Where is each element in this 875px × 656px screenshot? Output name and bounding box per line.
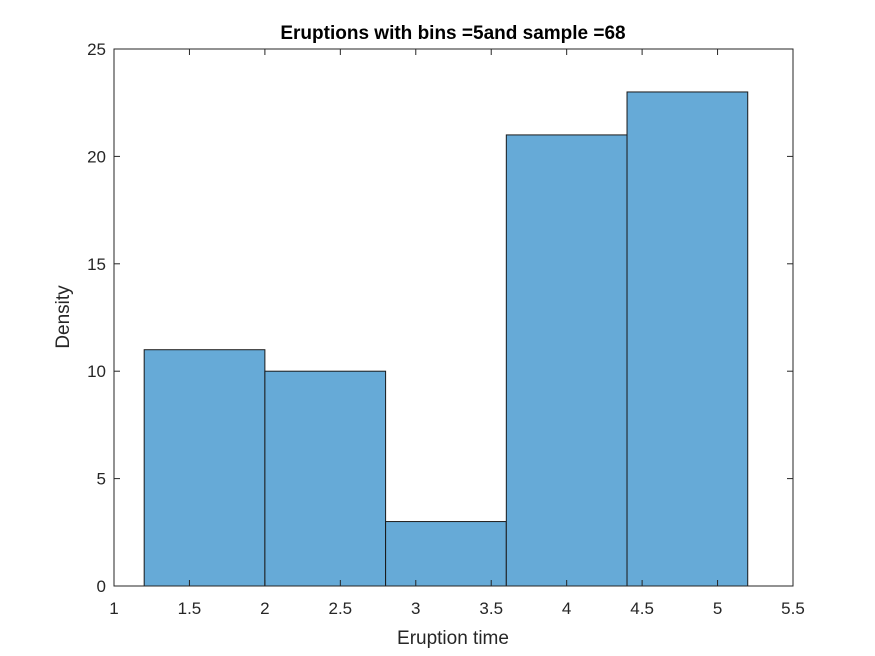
- y-tick-label: 5: [97, 470, 106, 489]
- x-tick-label: 5: [713, 599, 722, 618]
- x-tick-label: 3.5: [479, 599, 503, 618]
- y-tick-label: 25: [87, 40, 106, 59]
- ticks-group: 1 1.5 2 2.5 3 3.5 4 4.5 5 5.5 0 5 10 15 20 25: [87, 40, 805, 618]
- x-axis-label: Eruption time: [397, 628, 509, 649]
- x-tick-label: 2.5: [329, 599, 353, 618]
- histogram-bar: [626, 91, 749, 587]
- x-tick-label: 2: [260, 599, 269, 618]
- y-tick-label: 10: [87, 362, 106, 381]
- x-tick-label: 4: [562, 599, 571, 618]
- x-tick-label: 1: [109, 599, 118, 618]
- y-tick-label: 20: [87, 147, 106, 166]
- y-tick-label: 0: [97, 577, 106, 596]
- plot-area-frame: [113, 48, 794, 587]
- histogram-bar: [385, 521, 507, 587]
- y-axis-label: Density: [53, 285, 74, 349]
- chart-title: Eruptions with bins =5and sample =68: [280, 23, 625, 44]
- x-tick-label: 5.5: [781, 599, 805, 618]
- x-tick-label: 3: [411, 599, 420, 618]
- y-tick-label: 15: [87, 255, 106, 274]
- bars-group: [143, 91, 749, 587]
- histogram-bar: [505, 134, 628, 587]
- x-tick-label: 4.5: [630, 599, 654, 618]
- histogram-bar: [264, 370, 387, 587]
- histogram-bar: [143, 349, 266, 587]
- x-tick-label: 1.5: [178, 599, 202, 618]
